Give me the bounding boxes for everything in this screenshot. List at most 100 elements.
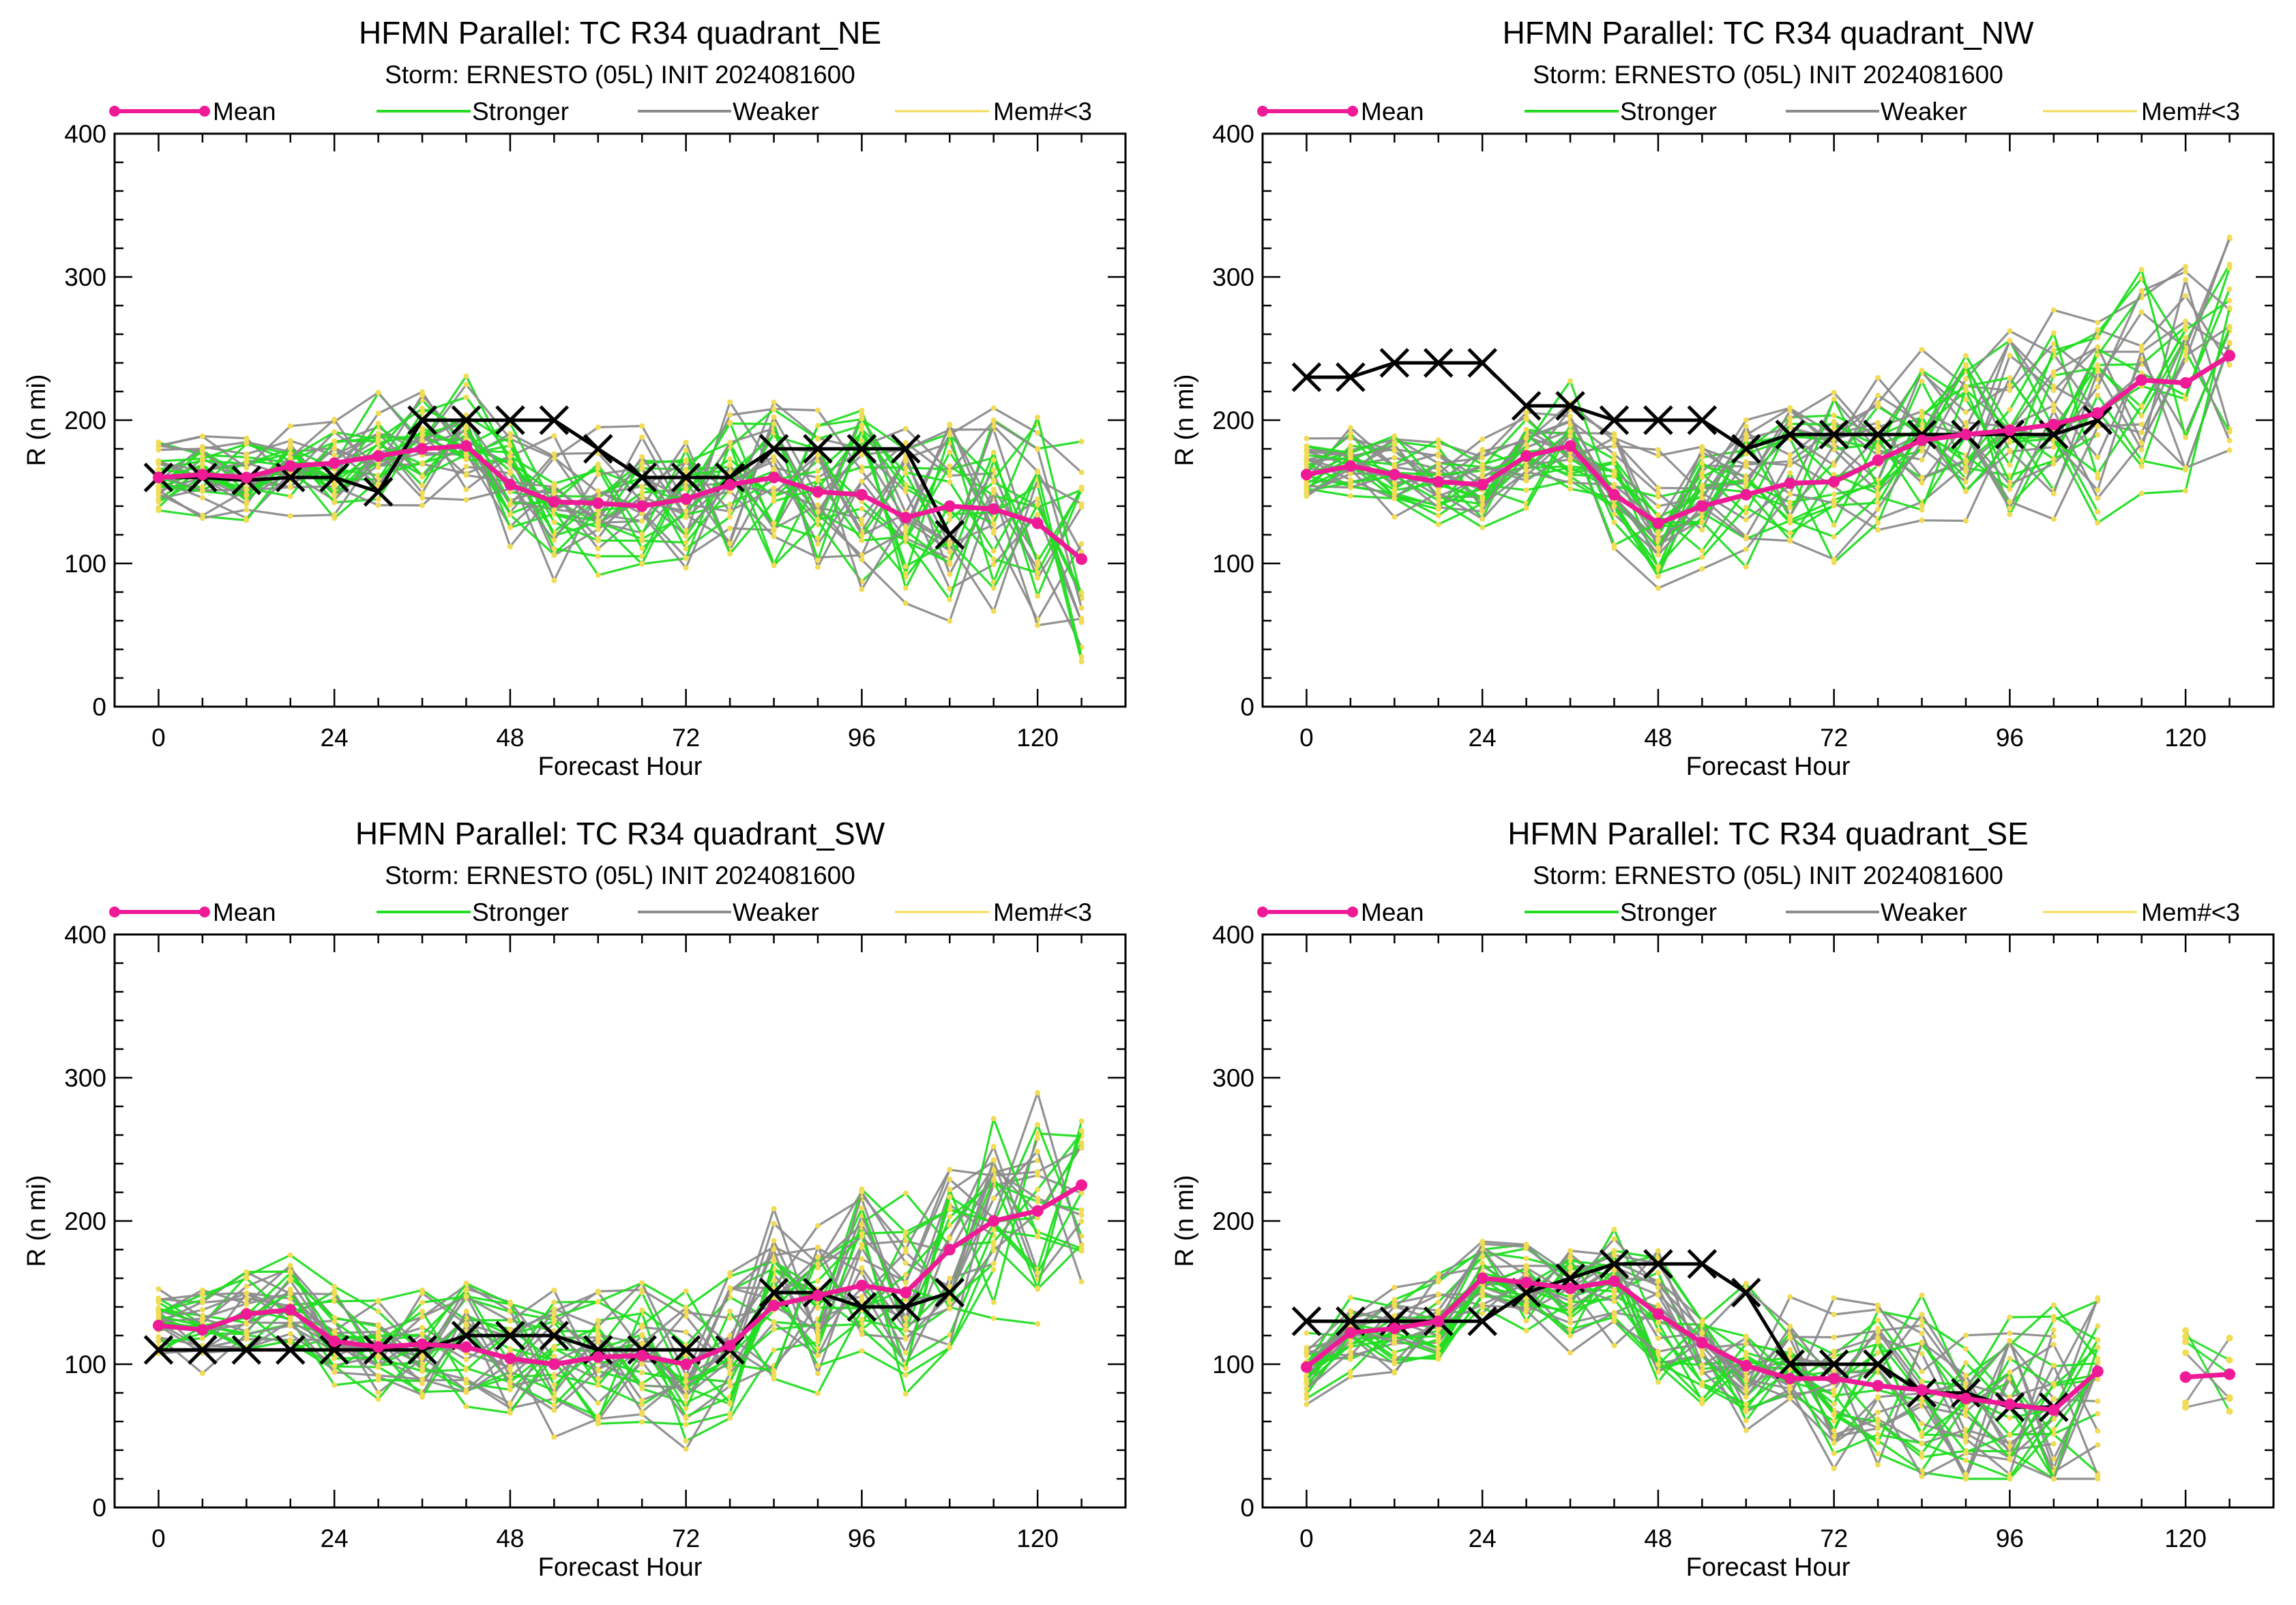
member-point: [902, 563, 909, 570]
member-point: [1392, 461, 1398, 467]
member-point: [1078, 486, 1085, 492]
member-point: [1435, 1351, 1441, 1357]
member-point: [1347, 484, 1353, 490]
member-point: [639, 1307, 645, 1313]
best-track-marker: [1423, 348, 1454, 378]
member-point: [1962, 1476, 1969, 1482]
member-point: [1435, 497, 1441, 503]
member-point: [1035, 593, 1041, 599]
member-point: [727, 1315, 733, 1321]
member-point: [332, 445, 338, 451]
member-point: [1523, 1272, 1529, 1278]
member-point: [1480, 1254, 1486, 1261]
best-track-marker: [1863, 1349, 1893, 1379]
member-point: [2095, 495, 2101, 501]
plot-area: [1291, 1226, 2236, 1482]
member-point: [420, 1376, 426, 1382]
mean-point: [1388, 469, 1400, 481]
late-member-line: [2185, 1340, 2231, 1375]
member-point: [859, 412, 865, 418]
mean-point: [1740, 1359, 1752, 1372]
mean-point: [196, 1324, 209, 1336]
member-point: [551, 1407, 557, 1413]
y-tick-label: 0: [1240, 693, 1254, 721]
member-point: [156, 1338, 162, 1344]
member-point: [199, 1315, 205, 1321]
member-point: [1962, 457, 1969, 463]
member-point: [551, 433, 557, 439]
member-point: [727, 456, 733, 462]
member-point: [1962, 1471, 1969, 1477]
member-point: [990, 527, 997, 533]
best-track-marker: [1336, 362, 1366, 392]
member-point: [156, 487, 162, 493]
member-point: [551, 1394, 557, 1400]
member-point: [1962, 396, 1969, 402]
member-point: [2050, 1327, 2057, 1333]
member-point: [1831, 462, 1837, 469]
mean-point: [724, 1340, 736, 1352]
member-point: [1919, 1440, 1925, 1446]
member-point: [332, 499, 338, 505]
member-point: [1568, 1326, 1574, 1332]
member-point: [2007, 1432, 2013, 1438]
member-point: [1831, 491, 1837, 497]
member-point: [1304, 455, 1310, 461]
member-point: [551, 519, 557, 525]
mean-point: [328, 457, 340, 469]
member-point: [1699, 1352, 1705, 1358]
member-point: [1304, 443, 1310, 449]
member-point: [1347, 1308, 1353, 1314]
legend-mem-label: Mem#<3: [993, 98, 1092, 126]
mean-point: [1564, 1282, 1576, 1295]
member-point: [1962, 479, 1969, 485]
member-point: [947, 1186, 953, 1192]
member-point: [1035, 1270, 1041, 1276]
member-point: [1962, 1372, 1969, 1379]
member-point: [683, 1446, 689, 1452]
member-point: [1875, 1339, 1881, 1345]
member-point: [1655, 512, 1661, 518]
member-point: [1831, 412, 1837, 418]
member-point: [771, 421, 777, 427]
member-point: [947, 1213, 953, 1220]
member-point: [1655, 1269, 1661, 1276]
member-point: [1347, 1295, 1353, 1301]
member-point: [1831, 1450, 1837, 1456]
member-point: [859, 1188, 865, 1194]
member-point: [1743, 1349, 1749, 1355]
member-point: [727, 1379, 733, 1385]
member-point: [507, 1379, 513, 1385]
member-point: [1568, 472, 1574, 478]
member-point: [1435, 504, 1441, 510]
member-point: [1831, 1348, 1837, 1354]
member-point: [287, 1338, 293, 1344]
member-point: [2050, 387, 2057, 394]
weaker-member-line: [1306, 1265, 2099, 1459]
member-point: [1435, 466, 1441, 472]
member-point: [859, 1331, 865, 1338]
member-point: [1035, 622, 1041, 628]
member-point: [1611, 443, 1617, 449]
member-point: [2183, 327, 2189, 333]
member-point: [814, 423, 821, 429]
member-point: [902, 1297, 909, 1303]
member-point: [771, 525, 777, 531]
member-point: [420, 473, 426, 480]
best-track-marker: [1731, 434, 1761, 464]
member-point: [683, 1406, 689, 1412]
best-track-marker: [1775, 1349, 1805, 1379]
member-point: [2050, 490, 2057, 497]
member-point: [859, 1265, 865, 1271]
best-track-marker: [1643, 1249, 1673, 1279]
mean-point: [1652, 1308, 1664, 1320]
member-point: [1611, 502, 1617, 508]
member-point: [1347, 493, 1353, 499]
member-point: [244, 439, 250, 445]
legend-mem-label: Mem#<3: [2141, 98, 2240, 126]
member-point: [902, 1271, 909, 1278]
member-point: [1568, 1320, 1574, 1326]
member-point: [375, 1363, 381, 1369]
member-point: [1568, 422, 1574, 428]
